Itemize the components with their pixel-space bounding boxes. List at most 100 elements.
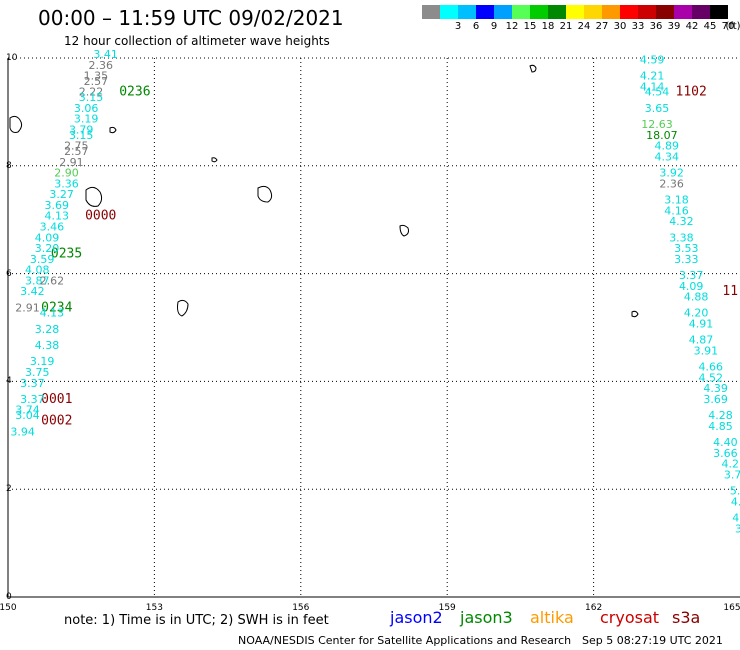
legend-label: 18 [541, 21, 555, 32]
swh-value: 4.85 [708, 420, 733, 433]
swh-value: 2.36 [659, 177, 684, 190]
swh-value: 4. [731, 495, 740, 508]
mission-cryosat: cryosat [600, 608, 660, 627]
swh-value: 3.28 [35, 323, 60, 336]
swh-value: 4.09 [679, 280, 704, 293]
swh-value: 3.75 [25, 366, 50, 379]
swh-observations: 3.412.361.352.572.223.153.063.193.793.15… [10, 48, 740, 535]
swh-value: 4.13 [45, 210, 70, 223]
pass-time-label: 0236 [119, 85, 150, 100]
island-outline [631, 310, 639, 318]
legend-label: 42 [685, 21, 699, 32]
legend-swatch [656, 5, 674, 19]
legend-label: 27 [595, 21, 609, 32]
island-outlines [9, 64, 639, 318]
legend-swatch [674, 5, 692, 19]
legend-label: 12 [505, 21, 519, 32]
swh-value: 3.18 [664, 194, 689, 207]
swh-value: 4.52 [698, 371, 723, 384]
legend-unit: (ft) [725, 21, 740, 32]
swh-value: 3.65 [645, 102, 670, 115]
swh-value: 3.37 [679, 269, 704, 282]
legend-label: 30 [613, 21, 627, 32]
swh-value: 4.14 [640, 80, 665, 93]
swh-value: 2.22 [79, 86, 104, 99]
swh-value: 2.57 [64, 145, 89, 158]
swh-value: 3.37 [20, 393, 45, 406]
swh-value: 3.36 [54, 177, 79, 190]
swh-value: 4.34 [655, 150, 680, 163]
legend-swatch [584, 5, 602, 19]
swh-value: 3.91 [694, 344, 719, 357]
swh-value: 4.88 [684, 291, 709, 304]
x-tick-label: 159 [438, 603, 456, 613]
pass-time-label: 0000 [85, 209, 116, 224]
swh-value: 4.91 [689, 318, 714, 331]
swh-value: 4.87 [689, 334, 714, 347]
legend-label: 70 [721, 21, 735, 32]
x-tick-label: 165 [723, 603, 740, 613]
swh-value: 3.33 [674, 253, 699, 266]
mission-altika: altika [530, 608, 574, 627]
legend-swatch [710, 5, 728, 19]
swh-value: 4.66 [698, 361, 723, 374]
x-tick-label: 162 [585, 603, 603, 613]
footer-note: note: 1) Time is in UTC; 2) SWH is in fe… [64, 613, 329, 628]
legend-swatch [440, 5, 458, 19]
mission-s3a: s3a [672, 608, 701, 627]
legend-label: 9 [490, 21, 498, 32]
swh-value: 3.53 [674, 242, 699, 255]
swh-value: 18.07 [646, 129, 678, 142]
swh-value: 3.74 [15, 404, 40, 417]
credit-line: NOAA/NESDIS Center for Satellite Applica… [238, 634, 572, 647]
island-outline [85, 186, 103, 207]
pass-time-label: 1102 [676, 85, 707, 100]
pass-time-label: 0234 [41, 300, 72, 315]
y-tick-label: 10 [6, 53, 18, 63]
swh-value: 2.75 [64, 140, 89, 153]
island-outline [211, 157, 218, 163]
swh-value: 4.13 [40, 307, 65, 320]
pass-time-label: 0001 [41, 392, 72, 407]
island-outline [177, 299, 189, 317]
swh-value: 4.09 [35, 231, 60, 244]
swh-value: 4.08 [25, 264, 50, 277]
legend-swatch [566, 5, 584, 19]
swh-value: 4.59 [640, 53, 665, 66]
island-outline [9, 115, 23, 133]
swh-value: 3.27 [49, 188, 74, 201]
swh-value: 3.59 [30, 253, 55, 266]
swh-value: 3.87 [25, 274, 50, 287]
swh-value: 1.35 [84, 70, 109, 83]
legend-swatch [638, 5, 656, 19]
y-tick-label: 0 [6, 592, 12, 602]
swh-value: 3.69 [45, 199, 70, 212]
legend-label: 3 [454, 21, 462, 32]
swh-value: 3.20 [35, 242, 60, 255]
swh-value: 4.54 [645, 86, 670, 99]
pass-time-label: 0002 [41, 414, 72, 429]
swh-value: 3.46 [40, 220, 65, 233]
swh-value: 3.04 [15, 409, 40, 422]
swh-value: 4.20 [684, 307, 709, 320]
y-tick-label: 2 [6, 484, 12, 495]
legend-swatch [602, 5, 620, 19]
map-subtitle: 12 hour collection of altimeter wave hei… [64, 34, 330, 48]
legend-swatch [530, 5, 548, 19]
y-tick-label: 6 [6, 268, 12, 279]
swh-value: 3.19 [74, 113, 99, 126]
legend-label: 24 [577, 21, 591, 32]
pass-time-label: 11 [722, 284, 738, 299]
legend-swatch [422, 5, 440, 19]
island-outline [399, 224, 409, 237]
legend-label: 6 [472, 21, 480, 32]
swh-value: 4.2 [721, 458, 739, 471]
swh-value: 4.39 [703, 382, 728, 395]
legend-swatch [692, 5, 710, 19]
swh-value: 3 [735, 522, 740, 535]
swh-value: 4.38 [35, 339, 60, 352]
swh-value: 2.91 [59, 156, 84, 169]
swh-value: 3.94 [10, 425, 35, 438]
swh-value: 5. [730, 485, 740, 498]
